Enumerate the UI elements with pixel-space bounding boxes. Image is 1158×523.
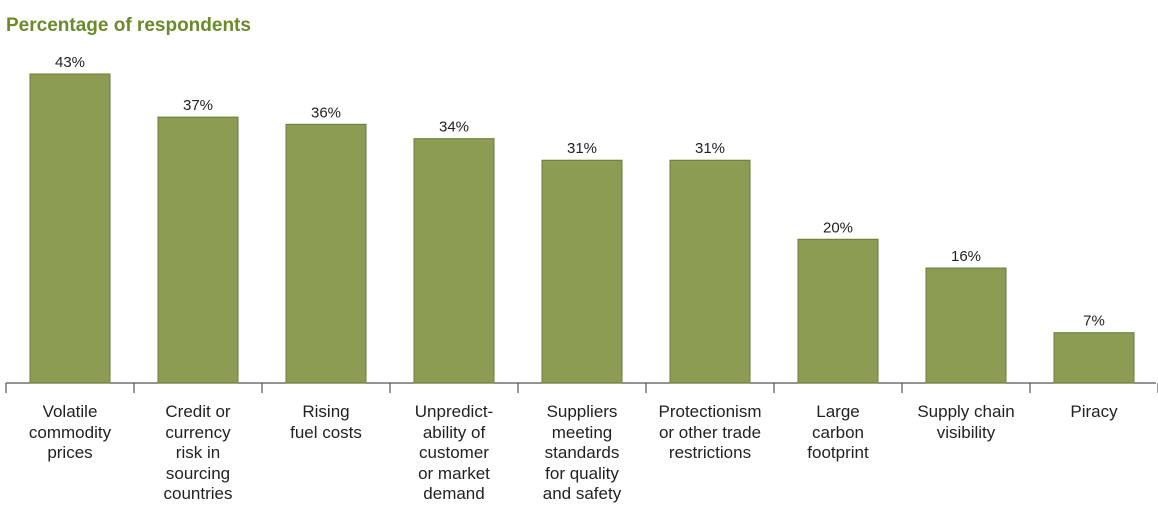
x-tick-label: Rising fuel costs (290, 402, 362, 442)
bar (1053, 332, 1135, 384)
x-tick-label: Suppliers meeting standards for quality … (542, 402, 622, 503)
x-tick-label: Unpredict- ability of customer or market… (414, 402, 494, 503)
bar (669, 159, 751, 384)
x-tick-label: Supply chain visibility (917, 402, 1015, 442)
x-tick-label: Credit or currency risk in sourcing coun… (163, 402, 233, 503)
x-tick-label: Protectionism or other trade restriction… (658, 402, 762, 462)
bar (541, 159, 623, 384)
chart-title: Percentage of respondents (6, 15, 251, 36)
bar (925, 267, 1007, 384)
value-label: 36% (311, 104, 341, 121)
x-tick-label: Volatile commodity prices (28, 402, 112, 462)
value-label: 31% (695, 140, 725, 157)
x-tick-label: Piracy (1070, 402, 1118, 421)
value-label: 34% (439, 119, 469, 136)
value-label: 7% (1083, 313, 1105, 330)
value-label: 31% (567, 140, 597, 157)
value-label: 16% (951, 248, 981, 265)
value-label: 20% (823, 219, 853, 236)
bar (413, 138, 495, 384)
x-tick-label: Large carbon footprint (807, 402, 869, 462)
value-label: 43% (55, 54, 85, 71)
bar (285, 123, 367, 384)
value-label: 37% (183, 97, 213, 114)
bar (797, 238, 879, 384)
bar (157, 116, 239, 384)
bar (29, 73, 111, 384)
